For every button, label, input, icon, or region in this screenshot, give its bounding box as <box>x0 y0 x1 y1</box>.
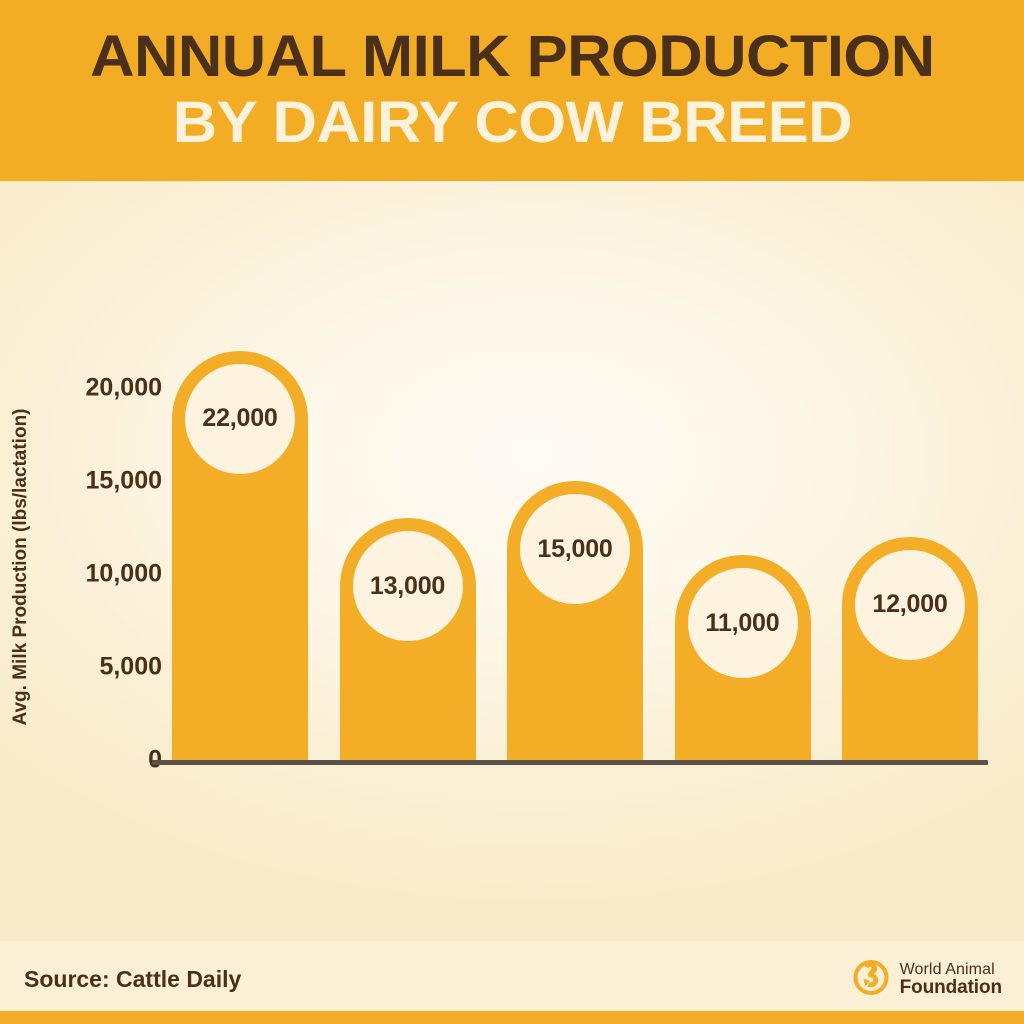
bar-value-bubble: 13,000 <box>352 531 463 642</box>
bar-value-bubble: 11,000 <box>687 568 798 679</box>
bar-column: 22,000 <box>172 350 308 760</box>
bar[interactable]: 12,000 <box>842 536 978 760</box>
y-tick-15000: 15,000 <box>85 466 162 495</box>
bar-column: 11,000 <box>674 555 811 760</box>
y-tick-0: 0 <box>42 746 162 775</box>
y-axis-tick-labels: 0 5,000 10,000 15,000 20,000 <box>30 181 162 941</box>
bar[interactable]: 13,000 <box>339 518 476 760</box>
x-axis-line <box>152 760 988 765</box>
page-title-line-1: ANNUAL MILK PRODUCTION <box>89 24 935 89</box>
bar-value-label: 13,000 <box>369 571 446 600</box>
bar-value-label: 12,000 <box>872 590 948 619</box>
bar-column: 13,000 <box>339 518 476 760</box>
bar-column: 12,000 <box>842 536 978 760</box>
bar-series: 22,000 13,000 15,000 11,000 12,000 <box>172 181 978 760</box>
bar-value-label: 15,000 <box>537 534 613 563</box>
brand-logo-text: World Animal Foundation <box>899 960 1003 998</box>
y-tick-10000: 10,000 <box>85 559 162 588</box>
source-credit: Source: Cattle Daily <box>24 966 242 992</box>
brand-logo[interactable]: World Animal Foundation <box>850 956 1002 1009</box>
bar[interactable]: 11,000 <box>674 555 811 760</box>
bar-column: 15,000 <box>507 481 643 760</box>
brand-logo-line-2: Foundation <box>899 976 1003 998</box>
page-title-line-2: BY DAIRY COW BREED <box>172 90 852 155</box>
brand-logo-line-1: World Animal <box>899 960 995 978</box>
header-banner: ANNUAL MILK PRODUCTION BY DAIRY COW BREE… <box>0 0 1024 181</box>
bar[interactable]: 15,000 <box>507 481 643 760</box>
y-tick-20000: 20,000 <box>85 373 162 402</box>
plot-area: 22,000 13,000 15,000 11,000 12,000 <box>152 181 988 941</box>
bar-value-label: 22,000 <box>202 404 278 433</box>
bar[interactable]: 22,000 <box>172 350 308 760</box>
footer-accent-strip <box>0 1011 1024 1024</box>
chart-panel: Avg. Milk Production (lbs/lactation) 0 5,… <box>0 181 1024 941</box>
bar-value-bubble: 22,000 <box>185 363 295 474</box>
bar-value-bubble: 15,000 <box>520 494 630 604</box>
y-tick-5000: 5,000 <box>99 652 162 681</box>
world-animal-foundation-logo-icon <box>850 956 892 1003</box>
y-axis-title: Avg. Milk Production (lbs/lactation) <box>10 408 31 726</box>
bar-value-bubble: 12,000 <box>855 549 965 660</box>
footer-bar: Source: Cattle Daily World Animal Founda… <box>0 941 1024 1024</box>
bar-value-label: 11,000 <box>705 608 780 637</box>
